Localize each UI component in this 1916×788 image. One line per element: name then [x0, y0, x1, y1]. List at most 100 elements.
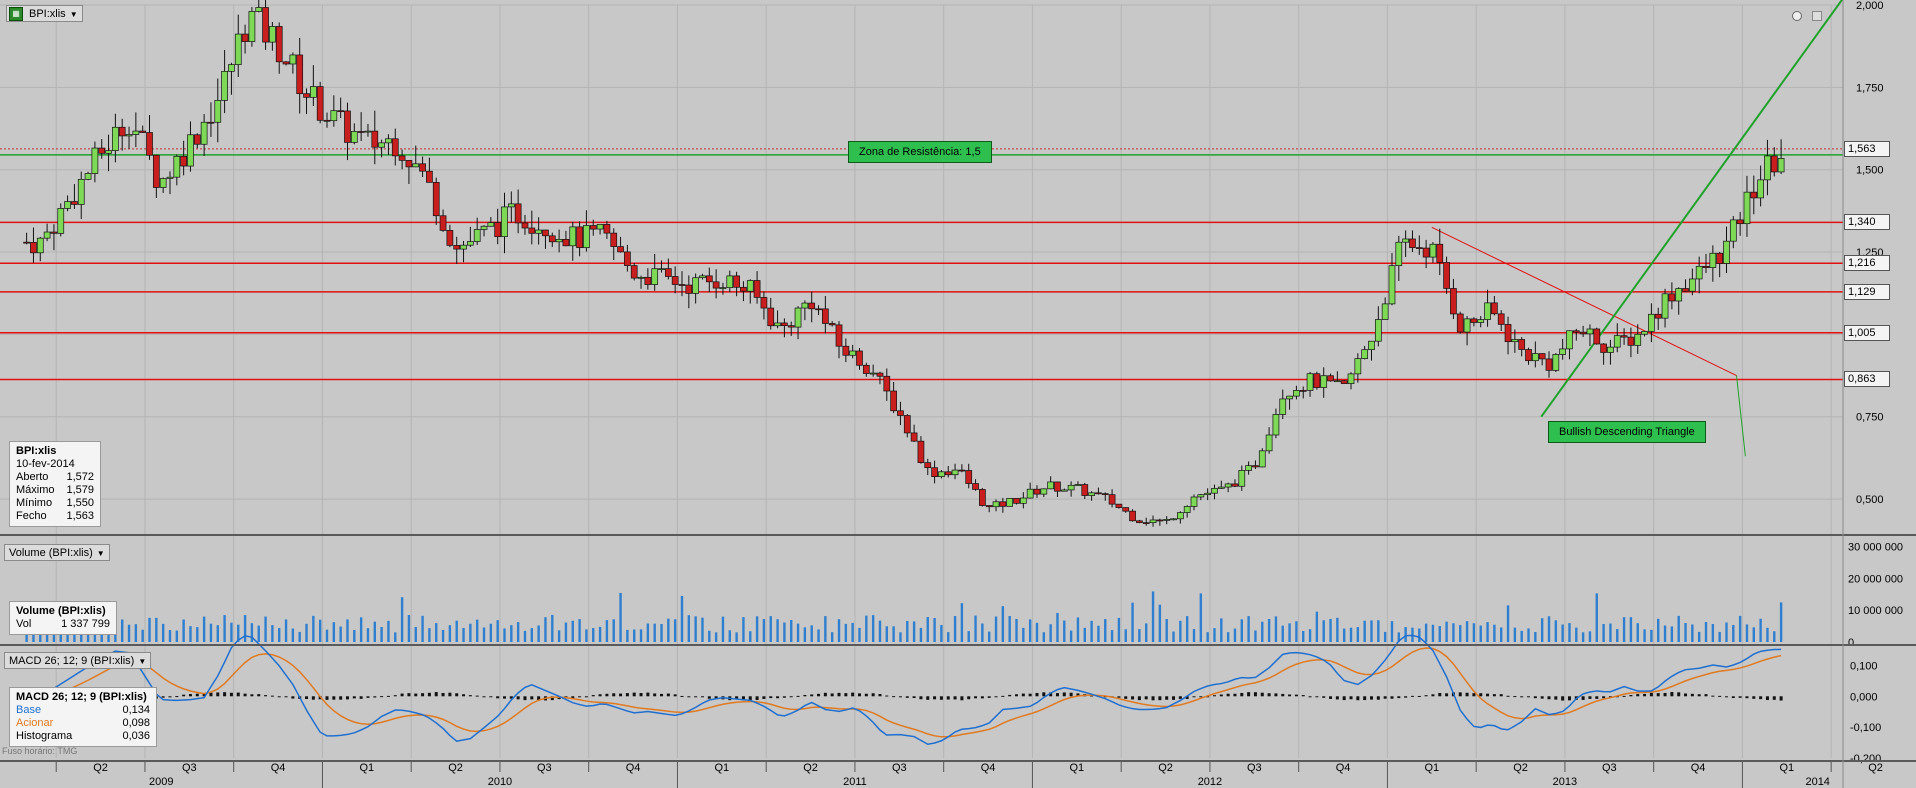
candle — [241, 24, 249, 54]
candle — [548, 232, 556, 247]
candle — [1381, 297, 1389, 320]
candle-body — [1613, 335, 1621, 348]
candle-body — [1252, 465, 1259, 468]
candle-body — [528, 227, 536, 234]
candle-body — [1149, 519, 1157, 524]
volume-bar — [489, 623, 493, 642]
candle-body — [1600, 343, 1607, 353]
candle-body — [1163, 519, 1171, 521]
candle-body — [1354, 358, 1362, 375]
macd-key: Histograma — [16, 730, 73, 742]
maximize-pane-icon[interactable] — [1812, 11, 1822, 21]
symbol-selector[interactable]: BPI:xlis ▼ — [6, 5, 83, 22]
candle-body — [1723, 240, 1730, 264]
candle — [316, 81, 324, 124]
volume-bar — [455, 620, 458, 642]
clock-icon[interactable] — [1792, 11, 1802, 21]
candle — [576, 221, 583, 257]
volume-bar — [414, 627, 417, 642]
chevron-down-icon: ▼ — [96, 549, 105, 558]
candle — [91, 141, 99, 183]
candle-body — [391, 138, 399, 157]
macd-histogram-bar — [291, 696, 295, 699]
candle-body — [357, 131, 365, 133]
resistance-annotation[interactable]: Zona de Resistência: 1,5 — [848, 141, 992, 163]
candle-body — [760, 297, 768, 309]
macd-histogram-bar — [735, 696, 739, 700]
candle — [1661, 288, 1669, 328]
candle-body — [84, 173, 92, 180]
macd-histogram-bar — [223, 692, 227, 697]
macd-histogram-bar — [741, 696, 745, 701]
candle-body — [1245, 465, 1252, 471]
macd-histogram-bar — [1233, 693, 1237, 697]
candle — [678, 271, 686, 297]
volume-bar — [1697, 631, 1701, 642]
macd-histogram-bar — [195, 693, 199, 697]
macd-histogram-bar — [1028, 693, 1032, 697]
macd-info-panel: MACD 26; 12; 9 (BPI:xlis) Base 0,134 Acion… — [9, 687, 157, 747]
candle-body — [398, 155, 406, 161]
candle — [1115, 503, 1123, 509]
candle-body — [726, 275, 734, 289]
candle — [1552, 353, 1560, 372]
candle-body — [856, 350, 863, 366]
volume-bar — [1151, 591, 1155, 642]
volume-bar — [1588, 631, 1592, 642]
candle — [1374, 306, 1382, 347]
volume-bar — [687, 615, 691, 642]
macd-histogram-bar — [1711, 695, 1715, 697]
macd-histogram-bar — [1547, 696, 1551, 700]
candle-body — [1381, 303, 1389, 320]
macd-histogram-bar — [700, 696, 704, 698]
volume-bar — [1056, 612, 1059, 642]
candle — [494, 208, 502, 245]
macd-key: Base — [16, 704, 42, 716]
candle-body — [64, 201, 71, 209]
candle — [159, 177, 167, 193]
volume-bar — [1104, 619, 1107, 642]
macd-key: Acionar — [16, 717, 54, 729]
candle-body — [426, 170, 433, 183]
candle — [1272, 408, 1280, 439]
candle — [958, 464, 966, 473]
quarter-label: Q3 — [1602, 762, 1617, 774]
volume-bar — [1254, 630, 1257, 642]
volume-bar — [25, 628, 28, 642]
candle — [562, 230, 570, 247]
volume-tick-label: 30 000 000 — [1848, 541, 1903, 553]
candle — [1122, 507, 1130, 513]
volume-bar — [1540, 618, 1544, 642]
macd-histogram-bar — [250, 694, 254, 697]
candle-body — [371, 130, 379, 148]
quarter-label: Q2 — [803, 762, 818, 774]
candle-body — [323, 119, 331, 122]
candle-body — [1361, 349, 1369, 359]
macd-info-title: MACD 26; 12; 9 (BPI:xlis) — [16, 691, 147, 703]
candle — [36, 236, 44, 262]
volume-bar — [1001, 606, 1005, 642]
candle — [432, 177, 440, 225]
macd-histogram-bar — [1035, 692, 1039, 697]
quarter-label: Q3 — [1247, 762, 1262, 774]
quarter-label: Q2 — [1868, 762, 1883, 774]
volume-selector[interactable]: Volume (BPI:xlis) ▼ — [4, 544, 110, 561]
macd-tick-label: 0,100 — [1850, 660, 1878, 672]
candle-body — [787, 325, 795, 328]
candle-body — [1060, 489, 1068, 492]
ohlc-key: Aberto — [16, 471, 49, 483]
volume-bar — [1090, 620, 1093, 642]
candle — [781, 318, 788, 338]
pattern-annotation[interactable]: Bullish Descending Triangle — [1548, 421, 1706, 443]
macd-selector[interactable]: MACD 26; 12; 9 (BPI:xlis) ▼ — [4, 652, 152, 669]
candle — [132, 112, 140, 148]
macd-histogram-bar — [789, 696, 793, 698]
candle — [1142, 517, 1150, 526]
macd-histogram-bar — [871, 693, 875, 697]
volume-bar — [114, 632, 117, 642]
candle — [951, 463, 959, 480]
candle-body — [1183, 506, 1191, 513]
candle — [849, 344, 857, 359]
macd-histogram-bar — [1185, 696, 1189, 699]
